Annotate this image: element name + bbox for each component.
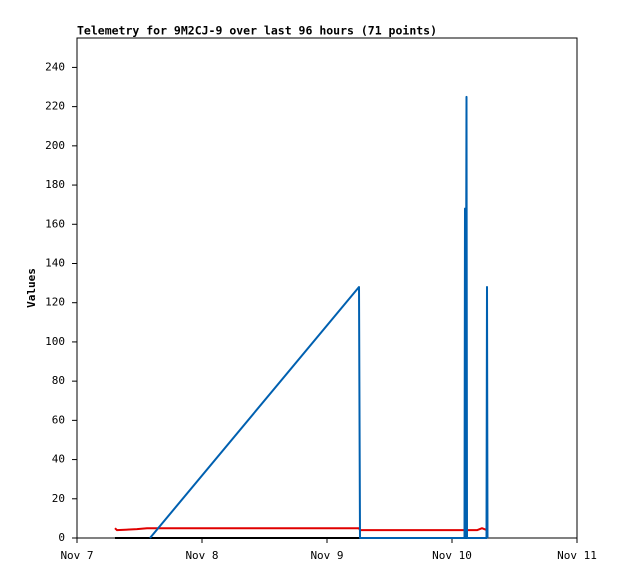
y-tick-label: 100: [45, 335, 65, 348]
y-tick-label: 160: [45, 217, 65, 230]
y-tick-label: 60: [52, 413, 65, 426]
chart-title: Telemetry for 9M2CJ-9 over last 96 hours…: [77, 24, 437, 38]
x-tick-label: Nov 10: [432, 549, 472, 562]
y-tick-label: 240: [45, 60, 65, 73]
series-line: [114, 527, 488, 532]
x-tick-label: Nov 9: [310, 549, 343, 562]
y-tick-label: 140: [45, 256, 65, 269]
y-tick-label: 20: [52, 492, 65, 505]
y-tick-label: 200: [45, 139, 65, 152]
y-tick-label: 80: [52, 374, 65, 387]
y-axis-label: Values: [25, 268, 38, 308]
x-tick-label: Nov 8: [185, 549, 218, 562]
series-line: [149, 95, 489, 539]
y-tick-label: 40: [52, 453, 65, 466]
x-tick-label: Nov 11: [557, 549, 597, 562]
y-tick-label: 0: [58, 531, 65, 544]
y-tick-label: 120: [45, 296, 65, 309]
x-tick-label: Nov 7: [60, 549, 93, 562]
plot-frame: [76, 37, 578, 539]
y-tick-label: 180: [45, 178, 65, 191]
y-tick-label: 220: [45, 100, 65, 113]
